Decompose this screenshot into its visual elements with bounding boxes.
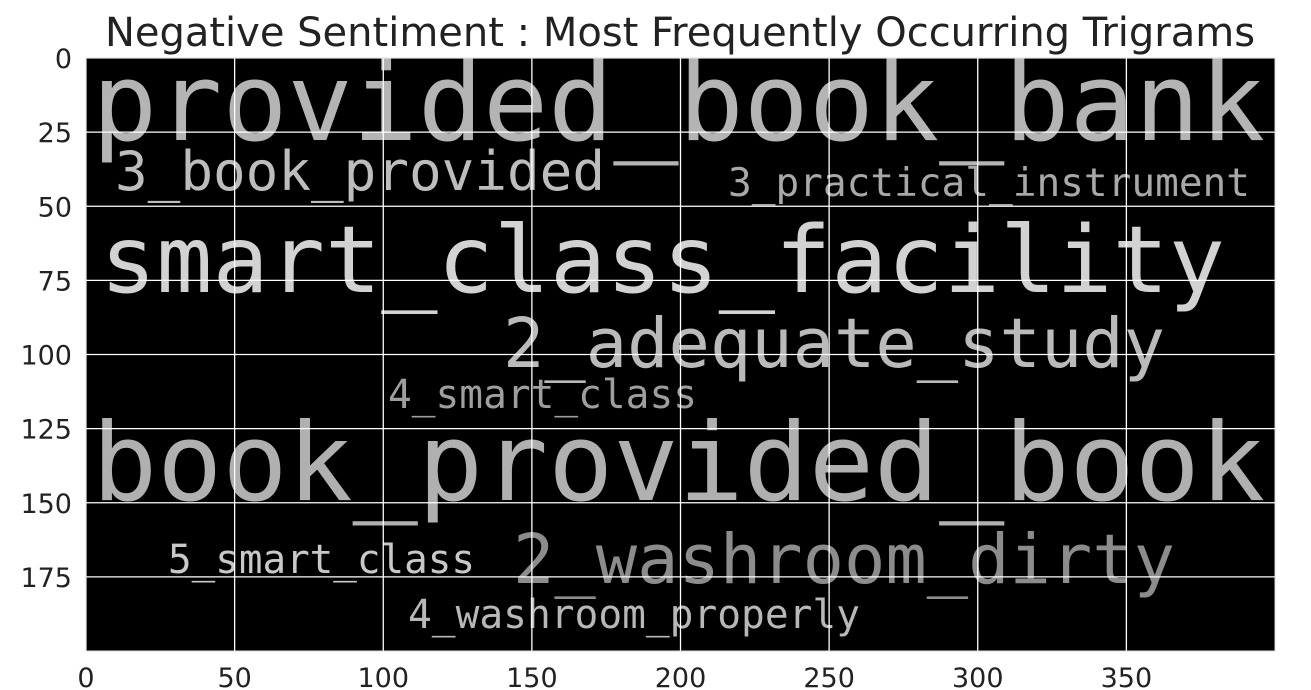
word: smart_class_facility (100, 206, 1225, 314)
word: 2_washroom_dirty (513, 520, 1175, 600)
word: 2_adequate_study (503, 304, 1165, 384)
y-tick-label: 175 (20, 563, 72, 594)
y-tick-label: 75 (38, 266, 72, 297)
x-tick-label: 200 (655, 663, 707, 690)
x-tick-label: 250 (803, 663, 855, 690)
x-tick-label: 300 (952, 663, 1004, 690)
word: 4_smart_class (388, 372, 697, 418)
word: provided_book_bank (92, 41, 1265, 166)
word: 5_smart_class (168, 537, 475, 583)
word: 4_washroom_properly (408, 592, 860, 638)
y-tick-label: 25 (38, 118, 72, 149)
y-tick-label: 0 (55, 44, 72, 75)
y-tick-label: 150 (20, 489, 72, 520)
word: book_provided_book (92, 401, 1265, 526)
chart-title: Negative Sentiment : Most Frequently Occ… (105, 10, 1255, 56)
y-tick-label: 100 (20, 341, 72, 372)
x-tick-label: 0 (77, 663, 94, 690)
plot-frame (85, 57, 1276, 652)
x-tick-label: 100 (357, 663, 409, 690)
word: 3_book_provided (115, 140, 605, 203)
x-tick-label: 150 (506, 663, 558, 690)
x-tick-label: 350 (1101, 663, 1153, 690)
word: 3_practical_instrument (728, 161, 1250, 206)
y-tick-label: 125 (20, 415, 72, 446)
x-tick-label: 50 (217, 663, 251, 690)
y-tick-label: 50 (38, 192, 72, 223)
